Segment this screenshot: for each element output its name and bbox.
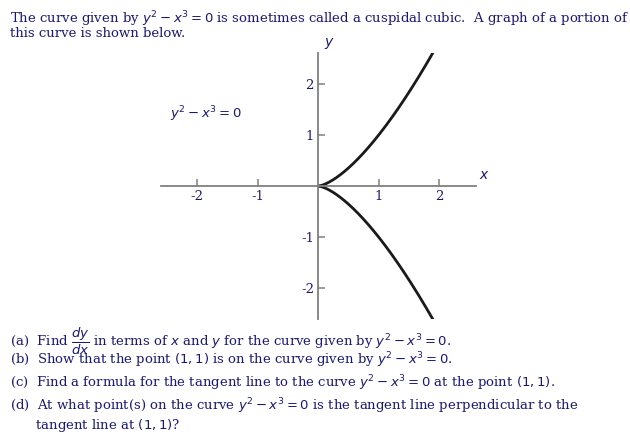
Text: $y$: $y$ [324,35,335,51]
Text: (d)  At what point(s) on the curve $y^2 - x^3 = 0$ is the tangent line perpendic: (d) At what point(s) on the curve $y^2 -… [10,396,578,416]
Text: $y^2 - x^3 = 0$: $y^2 - x^3 = 0$ [169,105,241,124]
Text: this curve is shown below.: this curve is shown below. [10,27,185,40]
Text: (a)  Find $\dfrac{dy}{dx}$ in terms of $x$ and $y$ for the curve given by $y^2 -: (a) Find $\dfrac{dy}{dx}$ in terms of $x… [10,326,451,357]
Text: The curve given by $y^2 - x^3 = 0$ is sometimes called a cuspidal cubic.  A grap: The curve given by $y^2 - x^3 = 0$ is so… [10,10,629,29]
Text: tangent line at $(1, 1)$?: tangent line at $(1, 1)$? [10,417,181,434]
Text: (b)  Show that the point $(1, 1)$ is on the curve given by $y^2 - x^3 = 0$.: (b) Show that the point $(1, 1)$ is on t… [10,350,452,369]
Text: (c)  Find a formula for the tangent line to the curve $y^2 - x^3 = 0$ at the poi: (c) Find a formula for the tangent line … [10,373,555,392]
Text: $x$: $x$ [479,168,490,182]
